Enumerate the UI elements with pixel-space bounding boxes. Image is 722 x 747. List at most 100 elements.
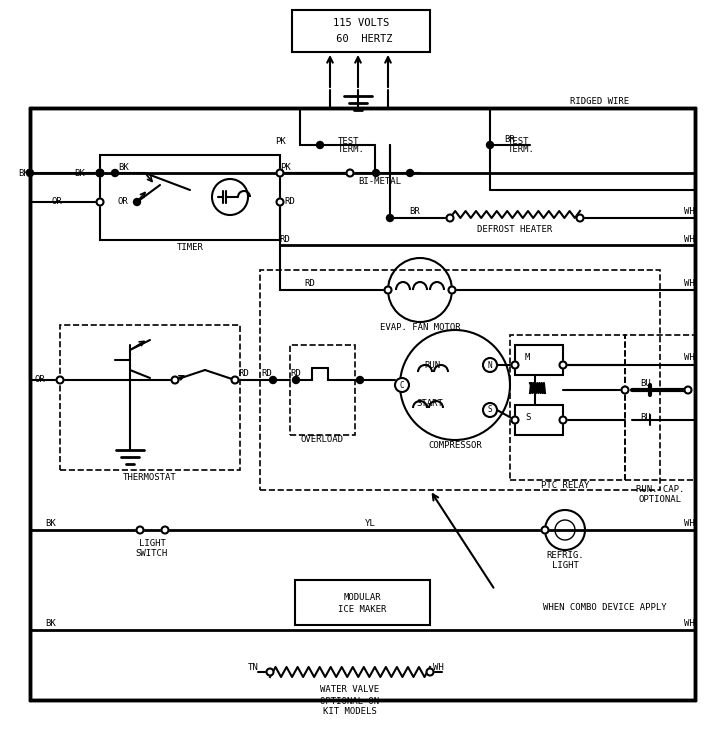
Text: N: N (487, 361, 492, 370)
Text: OR: OR (52, 197, 62, 206)
Circle shape (172, 376, 178, 383)
Text: RD: RD (290, 370, 301, 379)
Text: RD: RD (238, 370, 249, 379)
Circle shape (97, 199, 103, 205)
Text: WH: WH (432, 663, 443, 672)
Circle shape (56, 376, 64, 383)
Text: BU: BU (640, 379, 651, 388)
Text: BK: BK (45, 519, 56, 528)
Circle shape (373, 170, 380, 176)
Text: SWITCH: SWITCH (136, 548, 168, 557)
Text: 115 VOLTS: 115 VOLTS (333, 18, 389, 28)
Text: WH: WH (684, 235, 695, 244)
Circle shape (277, 199, 284, 205)
Bar (260, 270, 660, 490)
Text: BR: BR (409, 208, 420, 217)
Text: OVERLOAD: OVERLOAD (300, 436, 344, 444)
Text: KIT MODELS: KIT MODELS (323, 707, 377, 716)
Bar (625, 335, 695, 480)
Circle shape (277, 170, 284, 176)
Text: COMPRESSOR: COMPRESSOR (428, 441, 482, 450)
Bar (510, 335, 625, 480)
Text: BK: BK (118, 163, 129, 172)
Text: OR: OR (118, 197, 129, 206)
Circle shape (622, 386, 628, 394)
Circle shape (395, 378, 409, 392)
Bar (292, 10, 430, 52)
Text: TERM.: TERM. (338, 146, 365, 155)
Circle shape (134, 199, 141, 205)
Circle shape (111, 170, 118, 176)
Text: OPTIONAL: OPTIONAL (638, 495, 682, 504)
Text: YL: YL (365, 519, 375, 528)
Text: ICE MAKER: ICE MAKER (338, 604, 386, 613)
Text: WH: WH (684, 619, 695, 628)
Circle shape (487, 141, 494, 149)
Circle shape (427, 669, 433, 675)
Circle shape (511, 362, 518, 368)
Circle shape (162, 527, 168, 533)
Bar (290, 345, 355, 435)
Circle shape (269, 376, 277, 383)
Text: RUN. CAP.: RUN. CAP. (636, 486, 684, 495)
Text: RUN: RUN (424, 361, 440, 370)
Text: EVAP. FAN MOTOR: EVAP. FAN MOTOR (380, 323, 461, 332)
Bar (515, 345, 563, 375)
Circle shape (560, 417, 567, 424)
Bar (30, 108, 695, 700)
Text: M: M (525, 353, 531, 362)
Text: TEST: TEST (338, 137, 360, 146)
Text: S: S (487, 406, 492, 415)
Circle shape (266, 669, 274, 675)
Circle shape (27, 170, 33, 176)
Text: TEST: TEST (508, 137, 529, 146)
Text: THERMOSTAT: THERMOSTAT (123, 473, 177, 482)
Text: BK: BK (45, 619, 56, 628)
Circle shape (232, 376, 238, 383)
Circle shape (97, 170, 103, 176)
Text: PK: PK (280, 163, 291, 172)
Text: C: C (400, 380, 404, 389)
Text: LIGHT: LIGHT (552, 560, 578, 569)
Circle shape (386, 214, 393, 222)
Text: RD: RD (284, 197, 295, 206)
Circle shape (448, 287, 456, 294)
Text: BK: BK (74, 169, 85, 178)
Circle shape (483, 358, 497, 372)
Circle shape (136, 527, 144, 533)
Text: DEFROST HEATER: DEFROST HEATER (477, 226, 552, 235)
Text: BR: BR (505, 134, 516, 143)
Text: TIMER: TIMER (177, 244, 204, 252)
Text: RIDGED WIRE: RIDGED WIRE (570, 98, 630, 107)
Text: BI-METAL: BI-METAL (359, 178, 401, 187)
Bar (515, 405, 563, 435)
Text: START: START (417, 398, 443, 408)
Circle shape (97, 170, 103, 176)
Text: WH: WH (684, 353, 695, 362)
Circle shape (292, 376, 300, 383)
Text: RD: RD (261, 370, 272, 379)
Circle shape (542, 527, 549, 533)
Circle shape (483, 403, 497, 417)
Text: RD: RD (305, 279, 316, 288)
Circle shape (385, 287, 391, 294)
Circle shape (347, 170, 354, 176)
Text: WHEN COMBO DEVICE APPLY: WHEN COMBO DEVICE APPLY (543, 604, 666, 613)
Circle shape (446, 214, 453, 222)
Circle shape (357, 376, 363, 383)
Circle shape (511, 417, 518, 424)
Circle shape (684, 386, 692, 394)
Text: TN: TN (248, 663, 258, 672)
Circle shape (316, 141, 323, 149)
Text: WH: WH (684, 208, 695, 217)
Circle shape (560, 362, 567, 368)
Text: BU: BU (640, 414, 651, 423)
Text: PTC RELAY: PTC RELAY (541, 480, 589, 489)
Text: 60  HERTZ: 60 HERTZ (330, 34, 392, 44)
Text: TERM.: TERM. (508, 146, 535, 155)
Text: S: S (525, 414, 531, 423)
Bar (100, 155, 280, 240)
Text: OR: OR (34, 376, 45, 385)
Circle shape (406, 170, 414, 176)
Text: LIGHT: LIGHT (139, 539, 165, 548)
